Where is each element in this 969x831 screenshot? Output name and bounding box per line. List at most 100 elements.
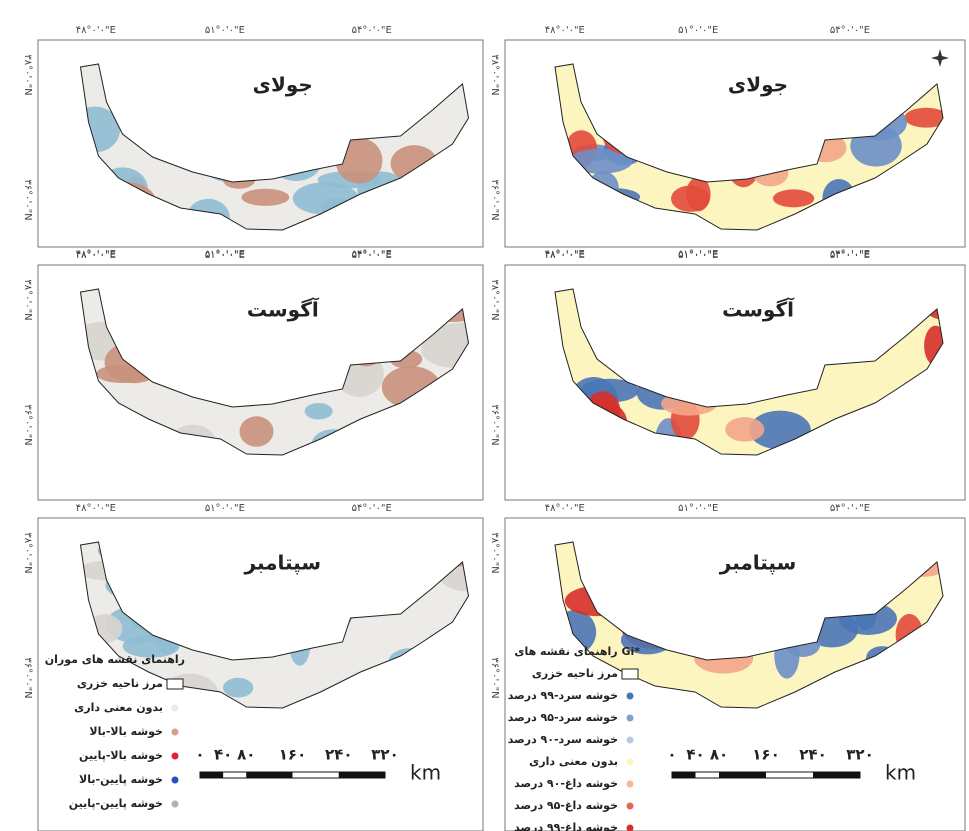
- cluster-area: [857, 414, 899, 448]
- scale-label: ۸۰: [237, 746, 255, 764]
- cluster-area: [927, 663, 950, 687]
- cluster-area: [585, 188, 640, 206]
- legend-swatch: [172, 753, 179, 760]
- cluster-area: [640, 562, 692, 581]
- cluster-area: [410, 293, 457, 316]
- cluster-area: [830, 87, 856, 107]
- cluster-area: [753, 160, 789, 186]
- cluster-area: [893, 389, 928, 419]
- scale-label: ۴۰: [686, 746, 704, 764]
- latitude-label: ۳۸°۰'۰"N: [22, 279, 33, 320]
- figure: جولای ۴۸°۰'۰"E ۵۱°۰'۰"E ۵۴°۰'۰"E ۳۸°۰'۰"N ۳۶°…: [0, 0, 969, 831]
- legend-label: خوشه بالا-بالا: [89, 725, 163, 738]
- cluster-area: [428, 187, 488, 230]
- legend-label: خوشه داغ-۹۹ درصد: [514, 821, 618, 831]
- compass-star: [931, 49, 949, 67]
- latitude-label: ۳۸°۰'۰"N: [22, 532, 33, 573]
- scale-label: ۰: [195, 746, 204, 764]
- cluster-area: [319, 318, 340, 363]
- cluster-area: [170, 425, 216, 460]
- cluster-area: [683, 100, 716, 146]
- cluster-area: [245, 337, 271, 361]
- longitude-label: ۴۸°۰'۰"E: [545, 503, 585, 514]
- longitude-label: ۵۴°۰'۰"E: [352, 249, 392, 260]
- cluster-area: [588, 578, 623, 602]
- cluster-area: [671, 185, 710, 211]
- scale-unit: km: [410, 761, 441, 785]
- cluster-area: [674, 586, 703, 611]
- cluster-area: [677, 294, 727, 335]
- cluster-area: [836, 431, 894, 448]
- cluster-area: [246, 318, 298, 352]
- cluster-area: [924, 290, 959, 319]
- cluster-area: [72, 322, 135, 361]
- cluster-area: [239, 127, 287, 151]
- legend-label: خوشه بالا-پایین: [79, 749, 163, 762]
- scale-label: ۳۲۰: [846, 746, 873, 764]
- cluster-area: [391, 145, 438, 182]
- legend-swatch: [172, 801, 179, 808]
- cluster-area: [117, 572, 176, 593]
- cluster-area: [859, 90, 907, 106]
- cluster-area: [389, 648, 435, 674]
- map-title: جولای: [728, 73, 788, 97]
- cluster-area: [728, 588, 768, 629]
- cluster-area: [421, 331, 488, 368]
- latitude-label: ۳۶°۰'۰"N: [22, 657, 33, 698]
- cluster-area: [98, 539, 165, 562]
- cluster-area: [397, 63, 420, 92]
- cluster-area: [725, 417, 764, 441]
- legend-swatch: [627, 715, 634, 722]
- cluster-area: [674, 365, 740, 386]
- legend-swatch: [172, 705, 179, 712]
- cluster-area: [611, 105, 641, 146]
- cluster-area: [128, 112, 188, 139]
- cluster-area: [809, 314, 843, 339]
- cluster-area: [440, 642, 474, 689]
- legend-swatch: [172, 777, 179, 784]
- cluster-area: [358, 98, 388, 130]
- scale-label: ۱۶۰: [279, 746, 306, 764]
- cluster-area: [691, 360, 742, 401]
- legend-swatch: [167, 679, 183, 689]
- scale-label: ۸۰: [710, 746, 728, 764]
- longitude-label: ۴۸°۰'۰"E: [76, 25, 116, 36]
- cluster-area: [773, 189, 814, 207]
- cluster-area: [382, 366, 441, 408]
- cluster-area: [446, 550, 469, 566]
- latitude-label: ۳۸°۰'۰"N: [22, 54, 33, 95]
- legend-swatch: [622, 669, 638, 679]
- longitude-label: ۵۱°۰'۰"E: [678, 249, 718, 260]
- map-title: آگوست: [247, 297, 320, 322]
- cluster-area: [839, 602, 897, 635]
- cluster-area: [376, 426, 416, 465]
- longitude-label: ۵۱°۰'۰"E: [205, 503, 245, 514]
- legend-title: راهنمای نقشه های Gi*: [514, 645, 640, 658]
- cluster-area: [924, 326, 947, 366]
- scale-label: ۱۶۰: [752, 746, 779, 764]
- longitude-label: ۵۱°۰'۰"E: [678, 25, 718, 36]
- longitude-label: ۵۱°۰'۰"E: [205, 249, 245, 260]
- cluster-area: [584, 298, 639, 319]
- legend-swatch: [627, 825, 634, 831]
- cluster-area: [98, 182, 155, 218]
- cluster-area: [203, 134, 265, 163]
- legend-label: خوشه داغ-۹۵ درصد: [514, 799, 618, 812]
- map-title: آگوست: [722, 297, 795, 322]
- cluster-area: [336, 138, 383, 184]
- latitude-label: ۳۶°۰'۰"N: [22, 179, 33, 220]
- cluster-area: [663, 546, 694, 579]
- longitude-label: ۵۴°۰'۰"E: [352, 503, 392, 514]
- cluster-area: [196, 82, 240, 107]
- legend-label: خوشه سرد-۹۹ درصد: [508, 689, 618, 702]
- legend-label: خوشه سرد-۹۵ درصد: [508, 711, 618, 724]
- legend-label: خوشه داغ-۹۰ درصد: [514, 777, 618, 790]
- legend-label: مرز ناحیه خزری: [532, 667, 618, 680]
- cluster-area: [223, 171, 255, 188]
- cluster-area: [286, 593, 353, 634]
- cluster-area: [128, 593, 184, 634]
- cluster-area: [836, 672, 887, 715]
- cluster-area: [193, 109, 260, 127]
- scale-label: ۲۴۰: [799, 746, 826, 764]
- cluster-area: [209, 283, 230, 318]
